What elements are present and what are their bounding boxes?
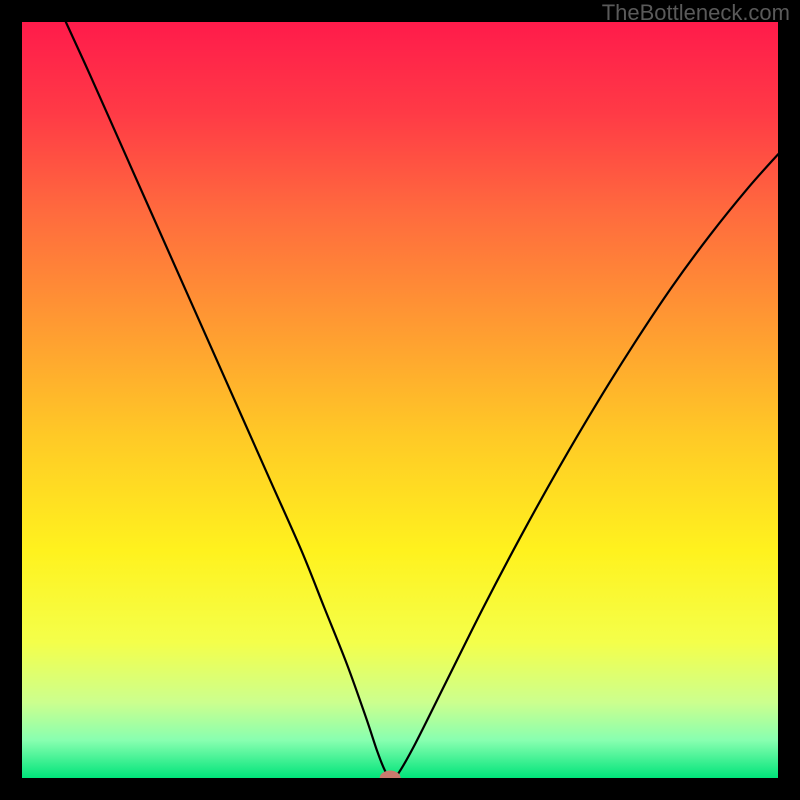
- chart-plot: [22, 22, 778, 778]
- watermark-label: TheBottleneck.com: [602, 0, 790, 25]
- watermark-text: TheBottleneck.com: [602, 0, 790, 26]
- black-frame: TheBottleneck.com: [0, 0, 800, 800]
- gradient-background: [22, 22, 778, 778]
